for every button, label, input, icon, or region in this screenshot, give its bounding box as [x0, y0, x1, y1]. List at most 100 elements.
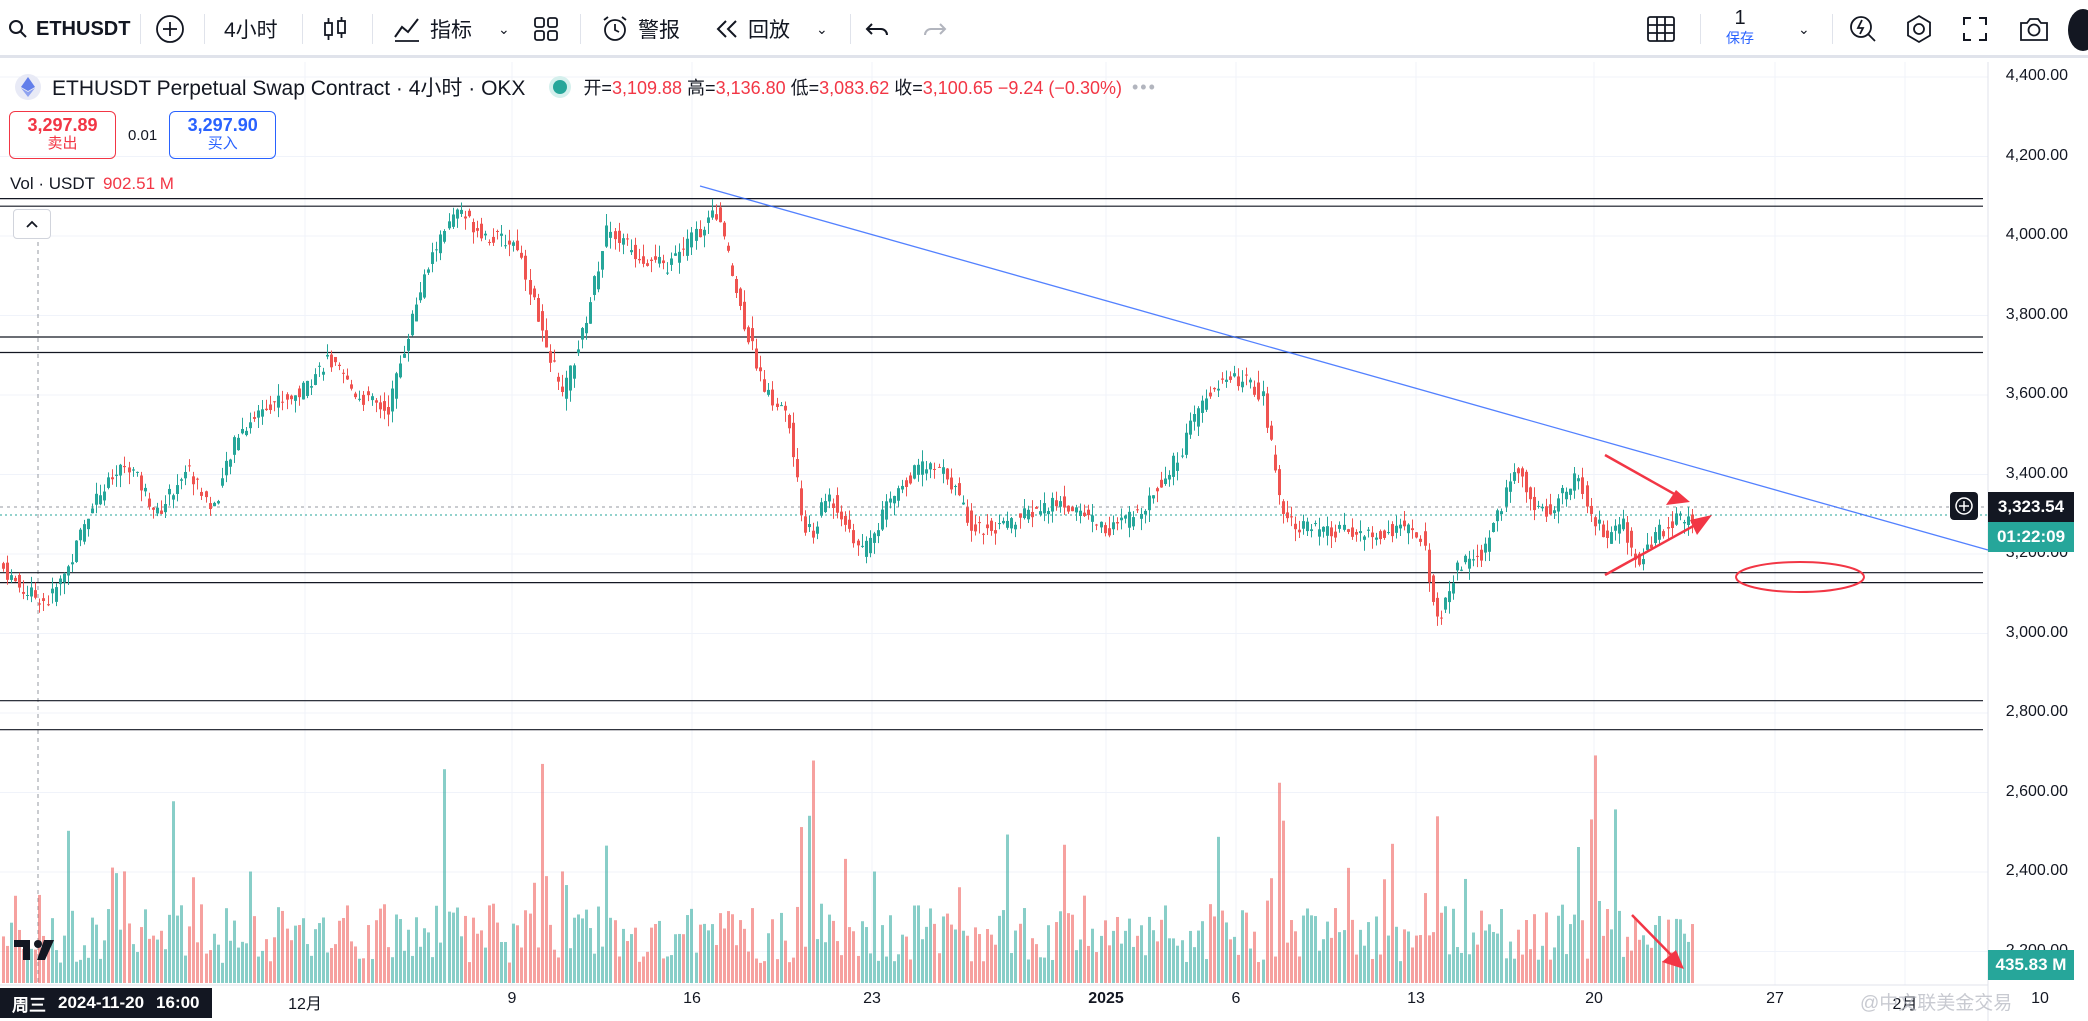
- symbol-search[interactable]: ETHUSDT: [8, 8, 130, 50]
- volume-bar: [1067, 913, 1070, 983]
- save-button[interactable]: 1 保存: [1726, 8, 1754, 50]
- candle-body: [1610, 532, 1613, 544]
- volume-bar: [1181, 940, 1184, 983]
- candle-body: [1213, 387, 1216, 390]
- fullscreen-button[interactable]: [1962, 8, 1988, 50]
- collapse-legend-button[interactable]: [13, 209, 51, 239]
- candle-body: [573, 365, 576, 379]
- divider: [1832, 14, 1833, 44]
- candle-body: [1318, 529, 1321, 537]
- candle-body: [557, 376, 560, 382]
- price-axis-label: 2,400.00: [2005, 862, 2068, 879]
- volume-bar: [751, 908, 754, 983]
- symbol-title[interactable]: ETHUSDT Perpetual Swap Contract · 4小时 · …: [52, 77, 526, 100]
- candle-body: [419, 292, 422, 301]
- volume-bar: [38, 894, 41, 983]
- candle-body: [6, 562, 9, 580]
- candle-body: [358, 398, 361, 400]
- candle-body: [1419, 538, 1422, 542]
- price-axis-label: 3,600.00: [2005, 385, 2068, 402]
- candle-body: [407, 339, 410, 351]
- settings-button[interactable]: [1904, 8, 1934, 50]
- volume-bar: [816, 939, 819, 983]
- candle-body: [1019, 513, 1022, 518]
- candle-body: [1472, 559, 1475, 561]
- candle-body: [1027, 509, 1030, 520]
- volume-bar: [804, 946, 807, 983]
- volume-bar: [371, 959, 374, 983]
- more-dots-icon[interactable]: •••: [1131, 76, 1157, 97]
- candle-body: [83, 524, 86, 542]
- chart-type-button[interactable]: [322, 8, 348, 50]
- candle-body: [1509, 481, 1512, 492]
- volume-bar: [403, 950, 406, 983]
- layout-grid-icon: [1647, 16, 1675, 42]
- volume-bar: [456, 907, 459, 983]
- chevron-down-icon[interactable]: ⌄: [498, 20, 510, 37]
- interval-selector[interactable]: 4小时: [224, 8, 278, 50]
- redo-button[interactable]: [922, 8, 948, 50]
- sell-button[interactable]: 3,297.89 卖出: [9, 111, 116, 159]
- volume-bar: [22, 949, 25, 983]
- candle-body: [354, 393, 357, 398]
- chevron-down-icon[interactable]: ⌄: [1798, 20, 1810, 37]
- volume-bar: [1209, 904, 1212, 983]
- tradingview-logo[interactable]: [12, 936, 62, 972]
- volume-bar: [209, 950, 212, 983]
- candle-body: [695, 228, 698, 241]
- add-symbol-button[interactable]: [155, 8, 185, 50]
- candle-body: [1257, 382, 1260, 400]
- volume-bar: [658, 920, 661, 983]
- volume-bar: [1687, 941, 1690, 983]
- screenshot-button[interactable]: [2018, 8, 2050, 50]
- alert-button[interactable]: 警报: [600, 8, 680, 50]
- candle-body: [500, 233, 503, 236]
- candle-body: [1334, 531, 1337, 538]
- volume-bar: [1055, 922, 1058, 983]
- candle-body: [1395, 525, 1398, 533]
- add-alert-plus-button[interactable]: [1950, 492, 1978, 520]
- candle-body: [484, 233, 487, 236]
- buy-button[interactable]: 3,297.90 买入: [169, 111, 277, 159]
- plus-circle-icon: [1955, 497, 1973, 515]
- candle-body: [1144, 510, 1147, 515]
- candle-body: [1112, 522, 1115, 530]
- candle-body: [229, 459, 232, 467]
- chevron-down-icon[interactable]: ⌄: [816, 20, 828, 37]
- volume-bar: [1043, 957, 1046, 983]
- candle-body: [800, 488, 803, 516]
- candle-body: [771, 389, 774, 406]
- candle-body: [423, 274, 426, 298]
- quick-search-button[interactable]: [1848, 8, 1878, 50]
- candle-body: [723, 222, 726, 237]
- okx-eth-icon: [15, 74, 41, 100]
- candle-body: [861, 545, 864, 547]
- candle-body: [1176, 462, 1179, 471]
- volume-bar: [1343, 930, 1346, 983]
- volume-bar: [630, 934, 633, 983]
- volume-bar: [338, 920, 341, 983]
- volume-bar: [1391, 843, 1394, 983]
- candle-body: [585, 322, 588, 334]
- layout-button[interactable]: [1646, 8, 1676, 50]
- candle-body: [1383, 530, 1386, 538]
- price-axis-label: 2,800.00: [2005, 703, 2068, 720]
- candle-body: [1035, 506, 1038, 509]
- undo-button[interactable]: [864, 8, 890, 50]
- candle-body: [759, 367, 762, 372]
- avatar[interactable]: [2068, 9, 2088, 51]
- candle-body: [468, 210, 471, 217]
- candle-body: [1347, 529, 1350, 532]
- volume-bar: [419, 946, 422, 983]
- volume-bar: [800, 827, 803, 983]
- candle-body: [962, 502, 965, 505]
- volume-bar: [1460, 952, 1463, 983]
- volume-bar: [111, 867, 114, 983]
- replay-button[interactable]: 回放 ⌄: [714, 8, 828, 50]
- volume-bar: [808, 815, 811, 983]
- indicators-button[interactable]: 指标 ⌄: [392, 8, 510, 50]
- divider: [372, 14, 373, 44]
- templates-button[interactable]: [532, 8, 560, 50]
- volume-bar: [954, 929, 957, 983]
